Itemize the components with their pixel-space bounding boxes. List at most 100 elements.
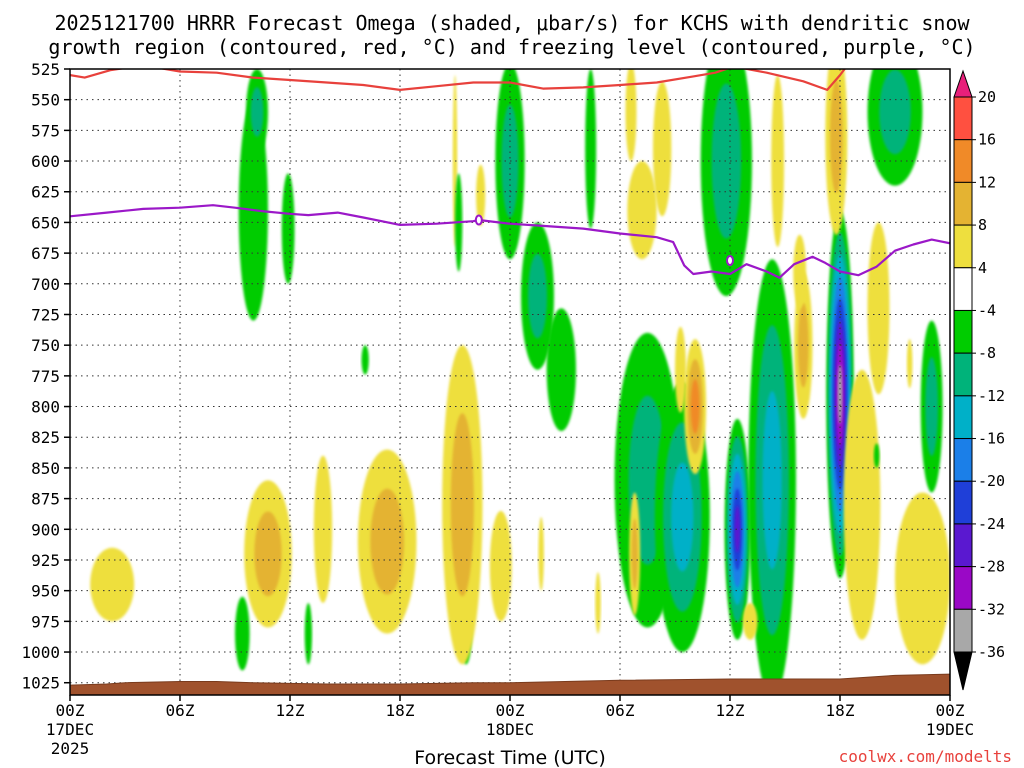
colorbar-swatch — [953, 480, 973, 525]
omega-blob-level — [906, 339, 913, 389]
x-tick-label: 12Z — [716, 701, 745, 720]
x-tick-label: 00Z — [936, 701, 965, 720]
omega-blob-level — [538, 517, 544, 591]
x-tick-label: 00Z — [56, 701, 85, 720]
credit-text: coolwx.com/modelts — [839, 747, 1012, 766]
x-tick-date-label: 18DEC — [486, 720, 534, 739]
omega-blob — [281, 173, 295, 284]
colorbar-swatch — [953, 139, 973, 183]
colorbar-swatch — [953, 523, 973, 568]
y-tick-label: 550 — [31, 91, 60, 110]
y-tick-label: 1025 — [21, 674, 60, 693]
omega-blob-level — [675, 326, 686, 413]
omega-blob — [629, 492, 641, 616]
omega-blob-level — [925, 357, 938, 456]
colorbar-label: 12 — [978, 173, 996, 191]
colorbar-label: -16 — [978, 430, 1005, 448]
omega-blob — [442, 345, 483, 665]
y-tick-label: 800 — [31, 398, 60, 417]
colorbar-label: -4 — [978, 301, 996, 319]
contour-lines — [70, 69, 950, 279]
omega-blob — [873, 443, 880, 468]
x-tick-date-label: 17DEC — [46, 720, 94, 739]
omega-blob — [906, 339, 913, 389]
grid-lines — [70, 69, 950, 695]
colorbar-label: -8 — [978, 344, 996, 362]
omega-blob-level — [450, 413, 474, 597]
colorbar-label: 4 — [978, 259, 987, 277]
y-tick-label: 750 — [31, 336, 60, 355]
omega-blob-level — [250, 87, 264, 137]
omega-blob-level — [254, 511, 282, 597]
x-tick-label: 00Z — [496, 701, 525, 720]
omega-blob — [684, 339, 707, 475]
x-tick-label: 18Z — [826, 701, 855, 720]
omega-blob-level — [528, 253, 547, 339]
y-tick-label: 600 — [31, 152, 60, 171]
omega-blob-level — [361, 345, 369, 375]
colorbar-swatch — [953, 181, 973, 226]
omega-blob-level — [771, 75, 785, 247]
colorbar-label: -24 — [978, 515, 1005, 533]
y-tick-label: 900 — [31, 520, 60, 539]
colorbar-swatch — [953, 224, 973, 269]
chart-title-line2: growth region (contoured, red, °C) and f… — [48, 35, 975, 59]
omega-blob-level — [742, 602, 758, 640]
y-tick-label: 725 — [31, 305, 60, 324]
omega-blob — [700, 69, 752, 297]
omega-blob-level — [235, 596, 250, 671]
x-tick-year-label: 2025 — [51, 739, 90, 758]
omega-blob-level — [762, 391, 782, 570]
omega-blob — [627, 161, 657, 260]
omega-blob — [653, 81, 672, 217]
omega-blob — [794, 271, 813, 419]
y-tick-label: 525 — [31, 60, 60, 79]
omega-blob — [546, 308, 576, 432]
omega-blob-level — [631, 518, 638, 590]
omega-blob-level — [476, 164, 486, 227]
y-tick-label: 850 — [31, 459, 60, 478]
y-tick-label: 925 — [31, 551, 60, 570]
omega-blob — [724, 418, 751, 640]
y-tick-label: 700 — [31, 275, 60, 294]
colorbar-label: -20 — [978, 472, 1005, 490]
omega-blob — [793, 234, 807, 309]
colorbar-bottom-arrow — [953, 651, 973, 691]
omega-blob — [748, 259, 796, 695]
colorbar-label: 20 — [978, 88, 996, 106]
omega-blob — [361, 345, 369, 375]
freezing-level-label-marker — [726, 254, 734, 266]
freezing-level-label-marker — [474, 214, 483, 226]
omega-blob — [538, 517, 544, 591]
colorbar-label: -36 — [978, 643, 1005, 661]
dgz-contour-line — [70, 69, 846, 91]
omega-blob-level — [489, 510, 512, 622]
colorbar-swatch — [953, 566, 973, 610]
colorbar-swatch — [953, 608, 973, 653]
omega-blob — [625, 69, 637, 162]
omega-blob — [771, 75, 785, 247]
colorbar-label: -12 — [978, 387, 1005, 405]
x-tick-label: 12Z — [276, 701, 305, 720]
ground-area — [70, 673, 950, 695]
omega-blob — [357, 449, 417, 634]
colorbar-swatch — [953, 309, 973, 354]
omega-blob-level — [585, 69, 597, 229]
freezing-level-line — [70, 204, 950, 279]
omega-blob — [495, 69, 525, 260]
omega-blob-level — [793, 234, 807, 309]
omega-blob-level — [671, 462, 694, 572]
y-tick-label: 675 — [31, 244, 60, 263]
omega-blob-level — [370, 488, 405, 595]
omega-blob-level — [798, 302, 809, 388]
y-tick-label: 625 — [31, 183, 60, 202]
ground-fill — [70, 673, 950, 695]
y-tick-label: 775 — [31, 367, 60, 386]
colorbar-label: 8 — [978, 216, 987, 234]
omega-blob — [489, 510, 512, 622]
omega-blob-level — [895, 492, 950, 665]
y-tick-label: 825 — [31, 428, 60, 447]
omega-blob-level — [90, 547, 135, 622]
omega-blob-level — [546, 308, 576, 432]
